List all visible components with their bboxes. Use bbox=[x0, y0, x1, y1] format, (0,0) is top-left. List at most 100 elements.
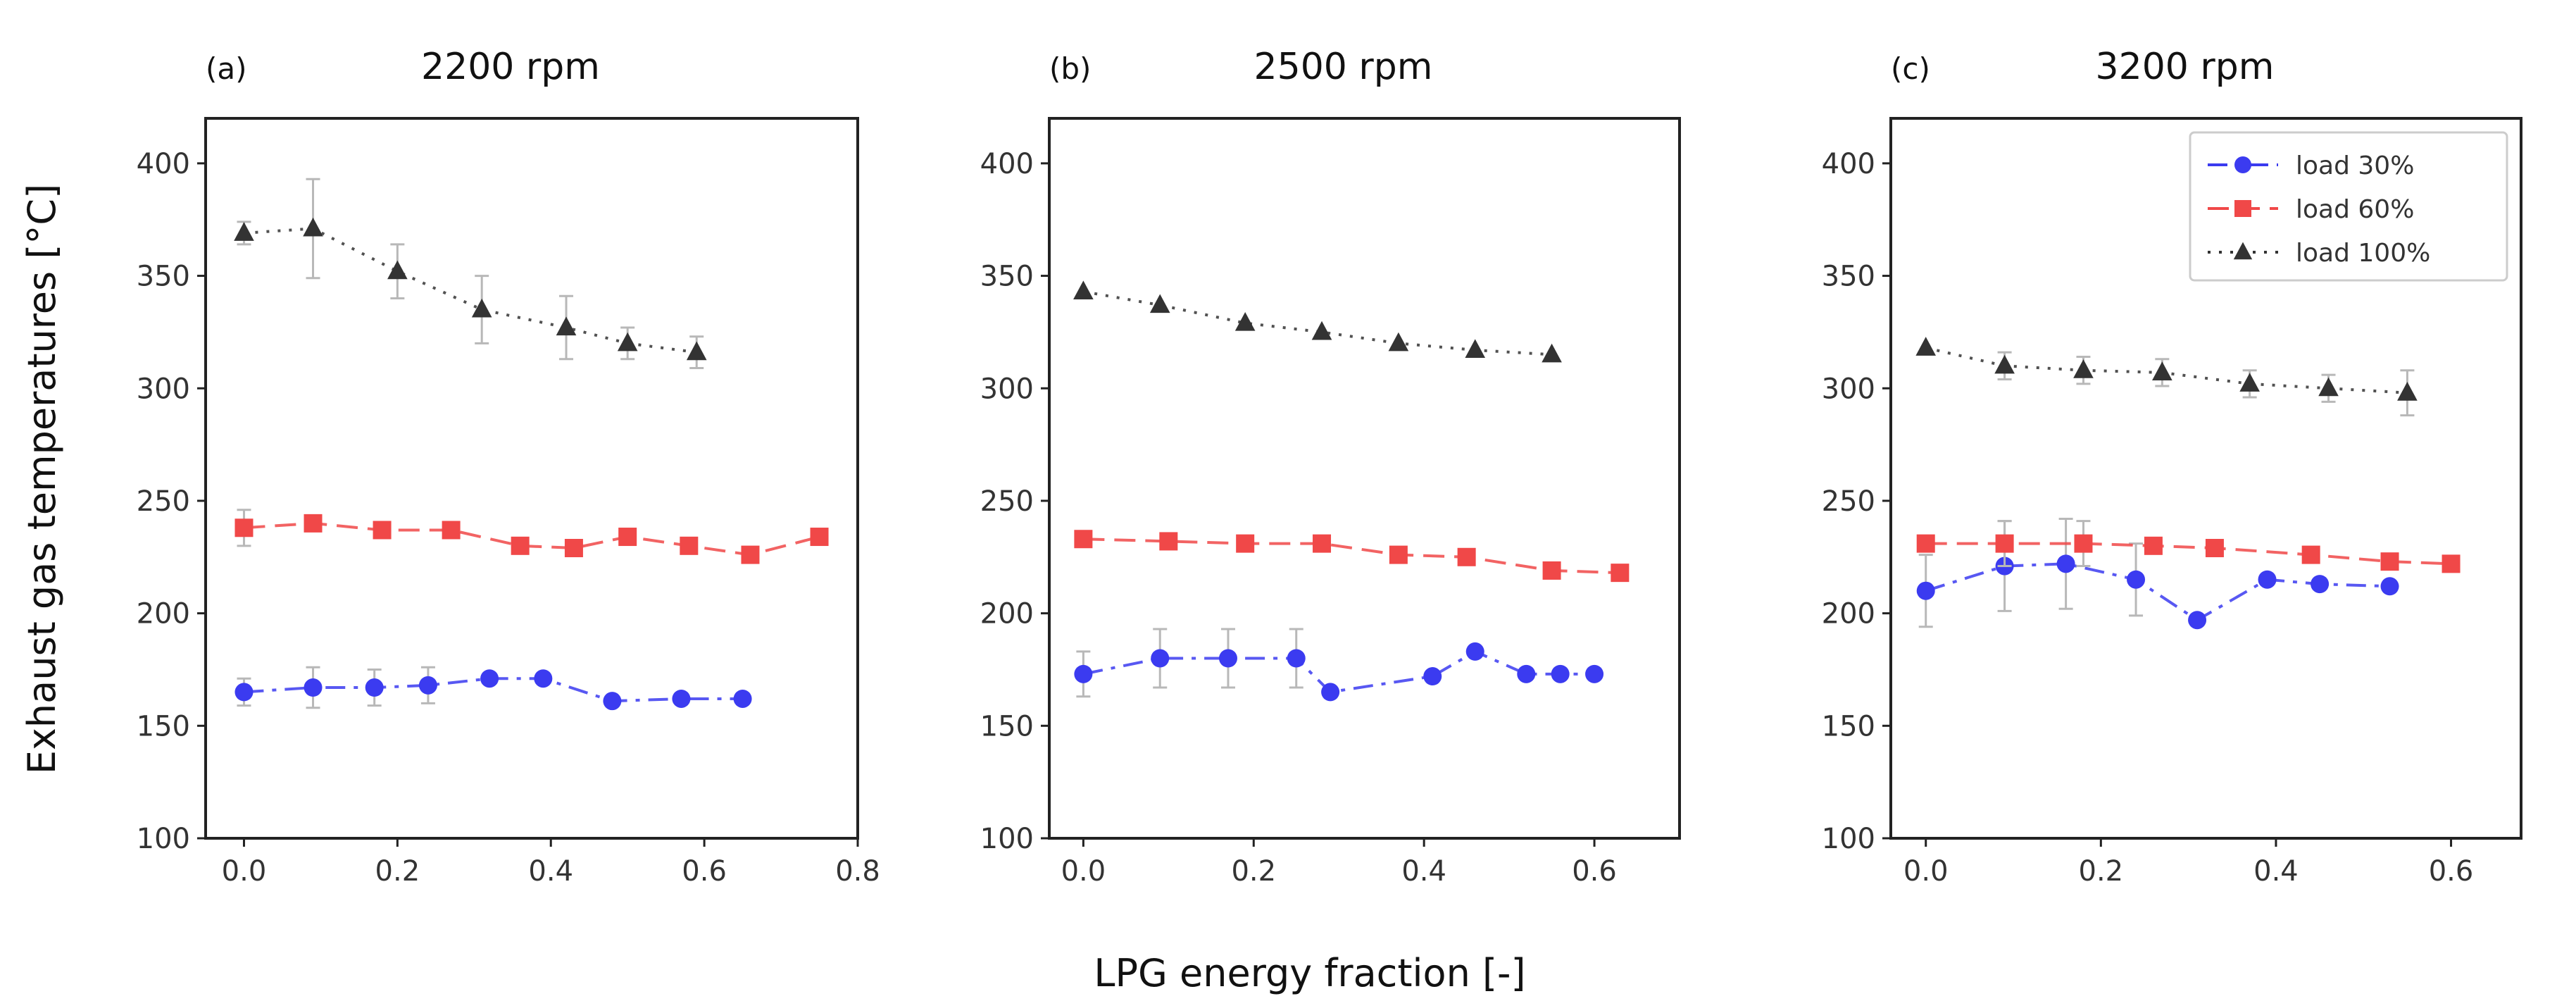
data-point bbox=[304, 514, 323, 533]
data-point bbox=[603, 692, 622, 711]
data-point bbox=[1389, 545, 1408, 564]
data-point bbox=[2318, 377, 2339, 397]
data-point bbox=[1457, 547, 1476, 566]
data-point bbox=[1311, 321, 1332, 340]
data-point bbox=[2380, 552, 2399, 571]
series-load-30- bbox=[1074, 628, 1604, 702]
legend-marker bbox=[2234, 200, 2251, 217]
data-point bbox=[2258, 570, 2277, 589]
data-point bbox=[617, 332, 638, 352]
series-load-100- bbox=[1073, 280, 1562, 363]
data-point bbox=[235, 683, 254, 702]
panels: (a) 2200 rpm 100 150 200 250 300 350 400 0.0 0.2 0.… bbox=[137, 46, 2522, 888]
data-point bbox=[2239, 373, 2260, 392]
data-point bbox=[1149, 294, 1170, 313]
panel-b: (b) 2500 rpm 100 150 200 250 300 350 400 0.0 0.2 0.… bbox=[980, 46, 1681, 888]
data-point bbox=[2188, 611, 2207, 630]
data-point bbox=[1218, 649, 1237, 668]
series-load-30- bbox=[235, 666, 752, 711]
x-axis-label: LPG energy fraction [-] bbox=[1094, 951, 1525, 995]
data-point bbox=[741, 545, 760, 564]
x-tick-label: 0.6 bbox=[2429, 855, 2474, 888]
y-tick-label: 200 bbox=[1822, 598, 1875, 630]
series-load-60- bbox=[1916, 520, 2461, 573]
data-point bbox=[1321, 683, 1340, 702]
x-tick-label: 0.6 bbox=[682, 855, 727, 888]
data-point bbox=[2074, 534, 2093, 553]
legend-label: load 100% bbox=[2296, 239, 2430, 268]
data-point bbox=[1542, 561, 1561, 580]
data-point bbox=[1423, 667, 1442, 686]
x-tick-label: 0.0 bbox=[1903, 855, 1949, 888]
data-point bbox=[2127, 570, 2146, 589]
y-tick-label: 250 bbox=[137, 485, 190, 518]
data-point bbox=[1542, 343, 1562, 363]
y-tick-label: 100 bbox=[1822, 823, 1875, 855]
data-point bbox=[1159, 532, 1178, 551]
data-point bbox=[1287, 649, 1306, 668]
legend-marker bbox=[2233, 242, 2253, 260]
data-point bbox=[1916, 581, 1935, 600]
y-tick-label: 300 bbox=[1822, 373, 1875, 405]
data-point bbox=[511, 536, 530, 555]
series-line bbox=[244, 227, 697, 354]
data-point bbox=[234, 222, 254, 241]
data-point bbox=[1551, 664, 1570, 683]
y-tick-label: 150 bbox=[137, 710, 190, 742]
y-tick-label: 350 bbox=[137, 261, 190, 293]
y-tick-label: 100 bbox=[137, 823, 190, 855]
panel-title: 2200 rpm bbox=[421, 46, 600, 88]
data-point bbox=[1074, 530, 1093, 549]
legend-label: load 60% bbox=[2296, 195, 2414, 224]
y-tick-label: 300 bbox=[980, 373, 1034, 405]
plot-frame bbox=[1048, 117, 1681, 840]
legend-marker bbox=[2234, 156, 2251, 173]
data-point bbox=[365, 678, 384, 697]
legend-label: load 30% bbox=[2296, 151, 2414, 180]
y-tick-label: 200 bbox=[137, 598, 190, 630]
y-tick-label: 400 bbox=[980, 148, 1034, 180]
data-point bbox=[1465, 339, 1486, 359]
data-point bbox=[1151, 649, 1170, 668]
data-point bbox=[672, 689, 691, 708]
y-tick-label: 350 bbox=[980, 261, 1034, 293]
data-point bbox=[810, 528, 829, 547]
data-point bbox=[618, 528, 637, 547]
panel-title: 2500 rpm bbox=[1254, 46, 1433, 88]
y-tick-label: 200 bbox=[980, 598, 1034, 630]
series-line bbox=[244, 521, 820, 557]
series-line bbox=[1083, 290, 1552, 356]
data-point bbox=[1995, 534, 2014, 553]
data-point bbox=[1234, 312, 1256, 331]
plot-frame bbox=[1889, 117, 2522, 840]
series-load-100- bbox=[1915, 337, 2418, 417]
data-point bbox=[1073, 280, 1094, 299]
series-line bbox=[1925, 542, 2451, 566]
panel-c: (c) 3200 rpm 100 150 200 250 300 350 400 0.0 0.2 0.… bbox=[1822, 46, 2522, 888]
legend-box bbox=[2189, 131, 2508, 282]
data-point bbox=[2441, 554, 2461, 573]
data-point bbox=[2056, 554, 2075, 573]
x-tick-label: 0.6 bbox=[1572, 855, 1617, 888]
data-point bbox=[1916, 534, 1935, 553]
data-point bbox=[2205, 539, 2224, 558]
data-point bbox=[564, 539, 583, 558]
data-point bbox=[2073, 359, 2094, 378]
data-point bbox=[1915, 337, 1937, 356]
x-tick-label: 0.2 bbox=[375, 855, 420, 888]
data-point bbox=[1388, 332, 1409, 352]
data-point bbox=[235, 518, 254, 537]
y-tick-label: 350 bbox=[1822, 261, 1875, 293]
series-load-30- bbox=[1916, 517, 2399, 630]
x-tick-label: 0.0 bbox=[222, 855, 267, 888]
data-point bbox=[2380, 577, 2399, 596]
series-line bbox=[1083, 537, 1620, 575]
data-point bbox=[442, 521, 461, 540]
data-point bbox=[480, 669, 499, 688]
y-tick-label: 400 bbox=[1822, 148, 1875, 180]
series-load-60- bbox=[235, 509, 829, 564]
x-tick-label: 0.8 bbox=[835, 855, 880, 888]
panel-a: (a) 2200 rpm 100 150 200 250 300 350 400 0.0 0.2 0.… bbox=[137, 46, 880, 888]
data-point bbox=[1585, 664, 1604, 683]
